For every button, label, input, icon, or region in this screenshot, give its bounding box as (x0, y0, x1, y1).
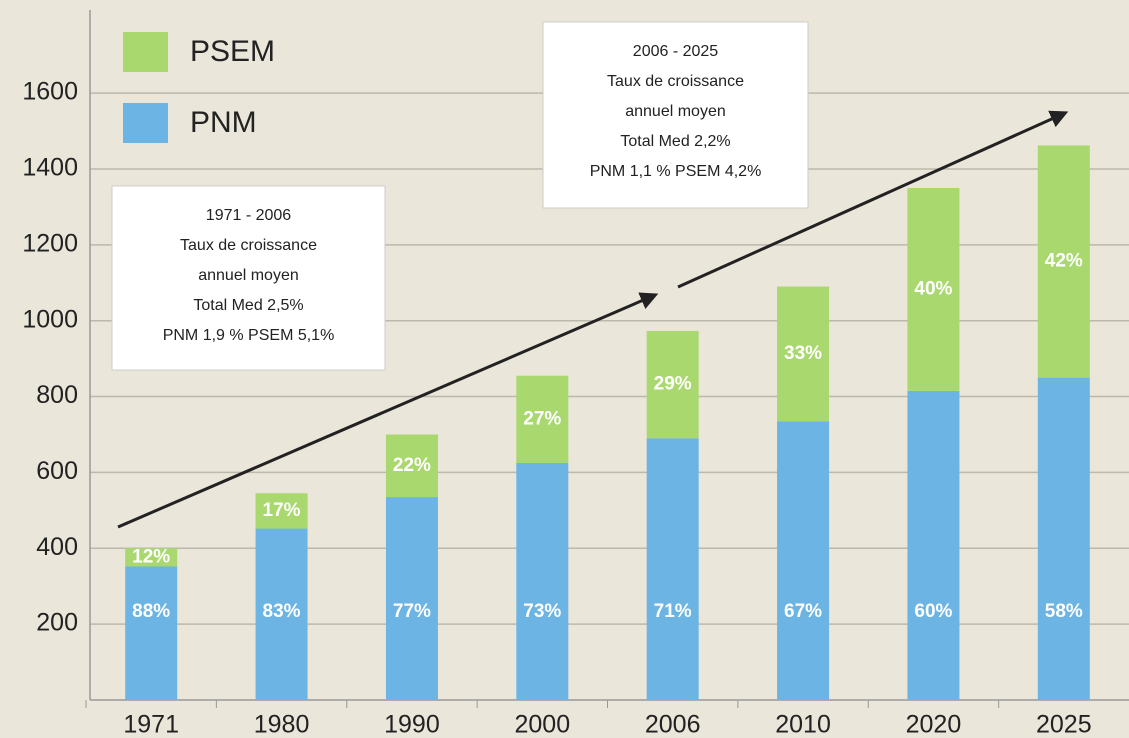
x-tick-label: 2010 (775, 711, 831, 738)
x-tick-label: 2020 (906, 711, 962, 738)
bar-segment (907, 187, 960, 391)
share-label: 22% (393, 455, 431, 476)
share-label: 17% (263, 500, 301, 521)
annotation-line: annuel moyen (198, 267, 299, 284)
y-tick-label: 1000 (22, 305, 78, 333)
bar-segment (646, 330, 699, 439)
y-tick-label: 800 (36, 381, 78, 409)
annotation-line: PNM 1,1 % PSEM 4,2% (590, 163, 762, 180)
bar-segment (1037, 377, 1090, 700)
bar-segment (777, 286, 830, 422)
bar-segment (125, 548, 178, 567)
share-label: 29% (654, 374, 692, 395)
bar-segment (125, 566, 178, 700)
bar-segment (907, 390, 960, 700)
annotation-box (542, 21, 809, 209)
bar-segment (1037, 145, 1090, 378)
bar-segment (646, 438, 699, 700)
x-tick-label: 1971 (123, 711, 179, 738)
x-tick-label: 1980 (254, 711, 310, 738)
share-label: 27% (523, 408, 561, 429)
bar-segment (255, 493, 308, 529)
share-label: 83% (263, 601, 301, 622)
annotation-line: Taux de croissance (607, 73, 744, 90)
share-label: 42% (1045, 251, 1083, 272)
share-label: 60% (914, 601, 952, 622)
share-label: 67% (784, 601, 822, 622)
share-label: 33% (784, 343, 822, 364)
trend-arrow (677, 110, 1069, 289)
bar-segment (385, 434, 438, 498)
bar-segment (777, 421, 830, 700)
y-tick-label: 200 (36, 609, 78, 637)
annotation-line: PNM 1,9 % PSEM 5,1% (163, 327, 335, 344)
annotation-line: 1971 - 2006 (206, 207, 292, 224)
y-tick-label: 400 (36, 533, 78, 561)
annotation-box (111, 185, 386, 371)
x-tick-label: 2000 (515, 711, 571, 738)
trend-arrow (117, 292, 659, 529)
share-label: 40% (914, 278, 952, 299)
bar-segment (385, 497, 438, 700)
annotation-line: Total Med 2,2% (620, 133, 730, 150)
x-tick-label: 1990 (384, 711, 440, 738)
annotation-line: Taux de croissance (180, 237, 317, 254)
legend-swatch (123, 32, 168, 72)
annotation-line: annuel moyen (625, 103, 726, 120)
legend-label: PSEM (190, 35, 275, 68)
legend-label: PNM (190, 106, 257, 139)
share-label: 58% (1045, 601, 1083, 622)
x-tick-label: 2006 (645, 711, 701, 738)
y-tick-label: 600 (36, 457, 78, 485)
annotation-line: 2006 - 2025 (633, 43, 719, 60)
bar-segment (255, 528, 308, 700)
y-tick-label: 1400 (22, 154, 78, 182)
share-label: 77% (393, 601, 431, 622)
share-label: 71% (654, 601, 692, 622)
annotation-line: Total Med 2,5% (193, 297, 303, 314)
bars (125, 145, 1090, 700)
y-tick-label: 1600 (22, 78, 78, 106)
bar-segment (516, 375, 569, 463)
overlay: 200 400 600 800 1000 1200 1400 1600 1971 88% 12% 19… (22, 21, 1092, 738)
share-label: 12% (132, 546, 170, 567)
legend-swatch (123, 103, 168, 143)
bar-segment (516, 462, 569, 700)
y-tick-label: 1200 (22, 229, 78, 257)
share-label: 73% (523, 601, 561, 622)
share-label: 88% (132, 601, 170, 622)
x-tick-label: 2025 (1036, 711, 1092, 738)
